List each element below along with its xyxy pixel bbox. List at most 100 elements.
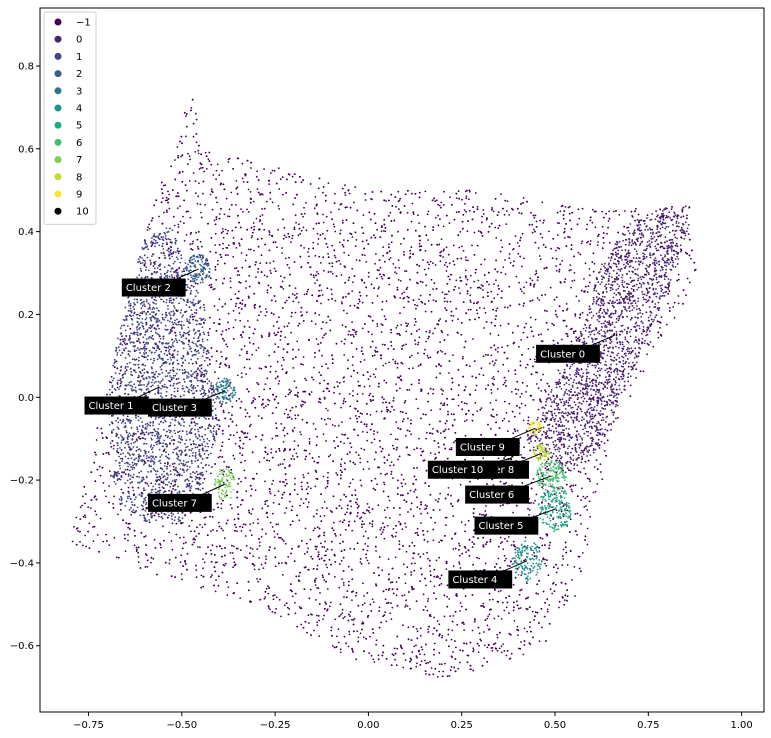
data-point: [560, 421, 562, 423]
data-point: [404, 270, 406, 272]
data-point: [215, 579, 217, 581]
data-point: [145, 554, 148, 556]
data-point: [407, 417, 409, 420]
data-point: [528, 514, 530, 516]
data-point: [272, 598, 275, 601]
data-point: [500, 271, 503, 274]
data-point: [285, 408, 288, 411]
data-point: [340, 507, 343, 510]
data-point: [227, 586, 230, 588]
data-point: [555, 583, 557, 586]
data-point: [297, 234, 300, 237]
data-point: [271, 483, 273, 485]
data-point: [504, 379, 507, 382]
data-point: [472, 647, 475, 650]
data-point: [269, 492, 272, 495]
data-point: [317, 400, 320, 403]
data-point: [577, 251, 580, 254]
data-point: [427, 600, 429, 602]
data-point: [278, 598, 281, 601]
data-point: [464, 256, 467, 258]
data-point: [500, 645, 503, 648]
data-point: [529, 643, 532, 646]
data-point: [424, 659, 426, 662]
data-point: [316, 545, 318, 548]
data-point: [429, 260, 432, 263]
data-point: [544, 562, 546, 565]
data-point: [183, 378, 185, 381]
data-point: [362, 622, 365, 625]
data-point: [221, 169, 223, 172]
data-point: [560, 401, 563, 404]
data-point: [681, 210, 684, 213]
data-point: [377, 504, 380, 507]
data-point: [433, 616, 435, 619]
data-point: [143, 305, 146, 307]
data-point: [340, 474, 342, 477]
data-point: [252, 522, 255, 524]
data-point: [418, 336, 421, 339]
data-point: [141, 355, 144, 357]
data-point: [273, 267, 276, 270]
data-point: [635, 207, 637, 210]
data-point: [508, 285, 511, 288]
data-point: [178, 450, 181, 452]
data-point: [449, 196, 451, 199]
data-point: [452, 651, 454, 653]
data-point: [610, 429, 612, 431]
data-point: [368, 652, 371, 654]
data-point: [204, 516, 207, 519]
data-point: [300, 311, 302, 313]
data-point: [240, 376, 243, 378]
data-point: [420, 522, 422, 524]
data-point: [272, 501, 275, 504]
data-point: [278, 380, 281, 382]
data-point: [256, 381, 258, 384]
data-point: [529, 621, 531, 624]
data-point: [443, 264, 446, 266]
data-point: [244, 415, 247, 418]
data-point: [351, 529, 354, 532]
data-point: [151, 334, 154, 337]
data-point: [554, 310, 557, 312]
data-point: [479, 287, 482, 290]
data-point: [281, 176, 284, 179]
data-point: [329, 454, 332, 456]
data-point: [203, 304, 205, 306]
data-point: [280, 364, 283, 367]
data-point: [488, 598, 491, 601]
data-point: [406, 295, 409, 298]
data-point: [271, 169, 274, 172]
data-point: [263, 274, 266, 277]
data-point: [421, 301, 424, 304]
data-point: [659, 327, 661, 329]
data-point: [199, 167, 202, 169]
data-point: [233, 518, 236, 521]
data-point: [525, 391, 527, 393]
data-point: [426, 551, 428, 554]
data-point: [232, 545, 235, 548]
data-point: [256, 548, 259, 550]
data-point: [508, 214, 511, 216]
data-point: [120, 488, 123, 491]
data-point: [146, 566, 149, 568]
data-point: [299, 431, 302, 433]
data-point: [382, 522, 384, 525]
data-point: [418, 437, 420, 440]
data-point: [245, 545, 248, 547]
data-point: [313, 629, 315, 632]
data-point: [410, 571, 413, 574]
data-point: [464, 595, 467, 598]
data-point: [168, 559, 171, 561]
data-point: [405, 412, 407, 415]
data-point: [500, 651, 503, 654]
data-point: [481, 215, 483, 218]
data-point: [272, 479, 275, 482]
data-point: [253, 249, 255, 252]
data-point: [608, 210, 610, 213]
data-point: [390, 331, 393, 334]
data-point: [167, 248, 170, 250]
data-point: [541, 537, 544, 540]
data-point: [294, 311, 297, 314]
data-point: [188, 449, 191, 451]
